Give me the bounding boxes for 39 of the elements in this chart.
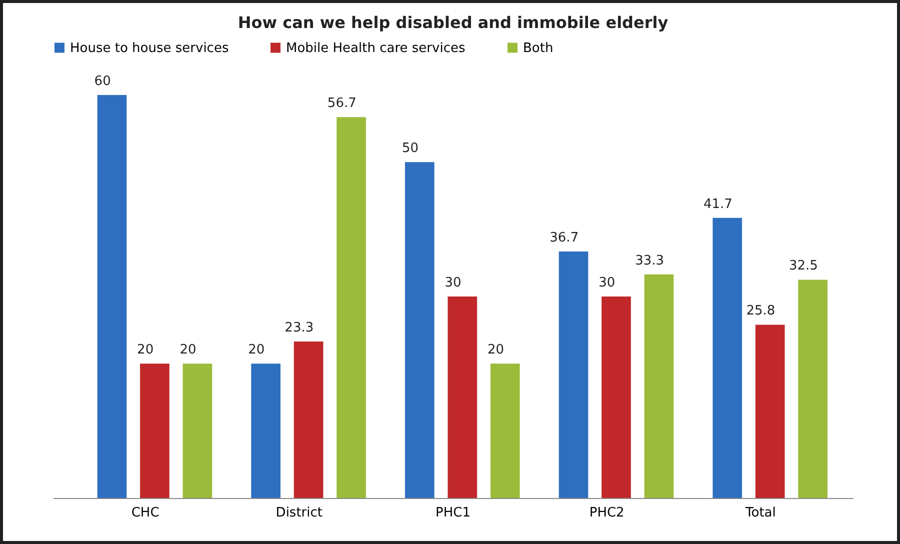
- data-label: 23.3: [284, 320, 314, 336]
- bar: [336, 117, 366, 498]
- x-tick-label: PHC2: [589, 506, 624, 520]
- data-label: 20: [180, 342, 196, 358]
- bar: [294, 342, 324, 498]
- x-tick-label: PHC1: [436, 506, 470, 520]
- x-tick-label: District: [276, 506, 323, 520]
- legend-label: Mobile Health care services: [286, 40, 466, 56]
- data-label: 41.7: [703, 196, 732, 212]
- data-label: 25.8: [746, 304, 776, 319]
- data-label: 36.7: [550, 230, 579, 246]
- legend-label: Both: [523, 40, 554, 56]
- data-label: 30: [598, 276, 616, 290]
- bar: [97, 95, 127, 498]
- bar: [755, 324, 785, 498]
- chart-title: How can we help disabled and immobile elderly: [238, 13, 669, 32]
- bar: [644, 274, 674, 498]
- bar: [712, 218, 742, 498]
- bar: [251, 364, 280, 498]
- x-tick-label: CHC: [131, 506, 160, 520]
- data-label: 56.7: [327, 96, 356, 112]
- data-label: 30: [444, 276, 462, 290]
- data-label: 33.3: [635, 253, 664, 268]
- bar: [140, 364, 170, 498]
- bar: [558, 252, 588, 498]
- legend-label: House to house services: [70, 40, 229, 56]
- data-label: 20: [248, 342, 265, 358]
- x-tick-label: Total: [744, 506, 776, 520]
- bar: [405, 162, 434, 498]
- data-label: 50: [402, 141, 419, 156]
- data-label: 20: [487, 342, 504, 358]
- bar: [182, 364, 212, 498]
- bar: [602, 296, 631, 498]
- bar: [448, 296, 478, 498]
- data-label: 20: [137, 342, 154, 358]
- bar: [798, 280, 828, 498]
- data-label: 60: [94, 74, 111, 89]
- data-label: 32.5: [788, 258, 818, 274]
- bar: [490, 364, 520, 498]
